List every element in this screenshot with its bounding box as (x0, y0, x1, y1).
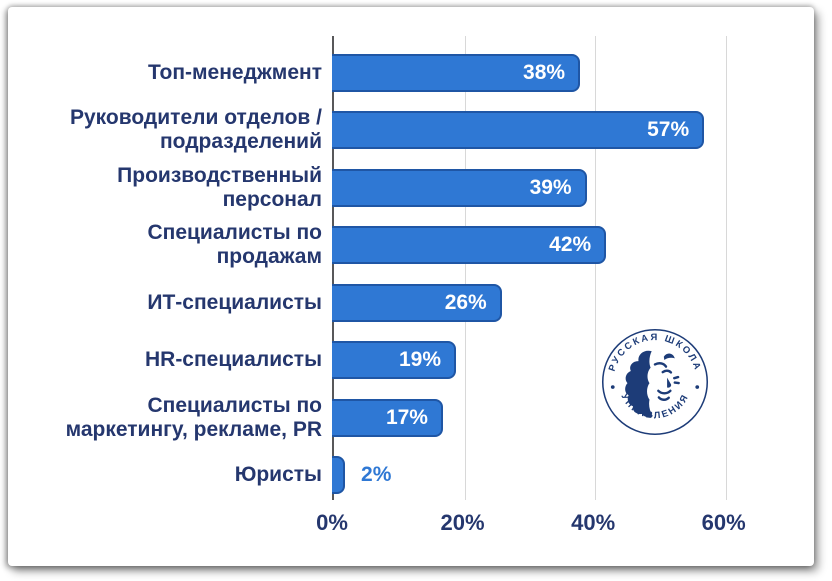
bar-rows: Топ-менеджмент 38% Руководители отделов / … (8, 36, 788, 504)
gridline (725, 36, 727, 500)
bar: 17% (332, 398, 443, 437)
logo-seal: РУССКАЯ ШКОЛА УПРАВЛЕНИЯ (601, 328, 709, 436)
x-tick-label: 60% (701, 510, 746, 535)
category-label: Специалисты по маркетингу, рекламе, PR (65, 393, 322, 441)
bar: 57% (332, 111, 705, 150)
bar-track: 19% (332, 341, 788, 380)
category-label: Специалисты по продажам (147, 221, 322, 269)
bar (332, 456, 346, 495)
bar-value-label: 38% (523, 60, 566, 84)
chart-row: Специалисты по маркетингу, рекламе, PR 17… (8, 389, 788, 447)
bar-value-label: 2% (361, 463, 392, 487)
chart-row: HR-специалисты 19% (8, 332, 788, 390)
x-tick-label: 40% (571, 510, 616, 535)
chart-row: Юристы 2% (8, 447, 788, 505)
gridline (464, 36, 466, 500)
category-label: ИТ-специалисты (147, 290, 322, 314)
lion-icon (625, 350, 680, 418)
x-tick-label: 0% (316, 510, 348, 535)
bar: 26% (332, 283, 502, 322)
bar-value-label: 19% (399, 348, 442, 372)
bar-track: 38% (332, 53, 788, 92)
logo-bullet-right (695, 385, 700, 389)
x-axis-ticks: 0% 20% 40% 60% (316, 508, 787, 538)
bar-value-label: 39% (529, 175, 572, 199)
chart-row: Производственный персонал 39% (8, 159, 788, 217)
bar-track: 42% (332, 226, 788, 265)
logo-ring (601, 328, 709, 436)
x-tick-label: 20% (440, 510, 485, 535)
gridline (595, 36, 597, 500)
bar-value-label: 17% (385, 405, 428, 429)
logo-bullet-left (610, 385, 615, 389)
bar: 38% (332, 53, 581, 92)
bar-track: 39% (332, 168, 788, 207)
chart-row: Топ-менеджмент 38% (8, 44, 788, 102)
plot-area (332, 36, 789, 500)
bar: 42% (332, 226, 607, 265)
bar-track: 17% (332, 398, 788, 437)
bar: 39% (332, 168, 587, 207)
bar-value-label: 57% (647, 118, 690, 142)
category-label: Топ-менеджмент (148, 60, 322, 84)
bar-value-label: 26% (444, 290, 487, 314)
chart-row: Специалисты по продажам 42% (8, 217, 788, 275)
category-label: HR-специалисты (144, 348, 322, 372)
bar-value-label: 42% (549, 233, 592, 257)
chart-card: Топ-менеджмент 38% Руководители отделов / … (8, 7, 814, 566)
bar-track: 2% (332, 456, 788, 495)
bar: 19% (332, 341, 457, 380)
company-logo: РУССКАЯ ШКОЛА УПРАВЛЕНИЯ (600, 327, 710, 437)
category-label: Юристы (234, 463, 322, 487)
chart-row: ИТ-специалисты 26% (8, 274, 788, 332)
bar-track: 26% (332, 283, 788, 322)
category-label: Производственный персонал (117, 163, 322, 211)
category-label: Руководители отделов / подразделений (69, 106, 322, 154)
bar-track: 57% (332, 111, 788, 150)
chart-row: Руководители отделов / подразделений 57% (8, 102, 788, 160)
